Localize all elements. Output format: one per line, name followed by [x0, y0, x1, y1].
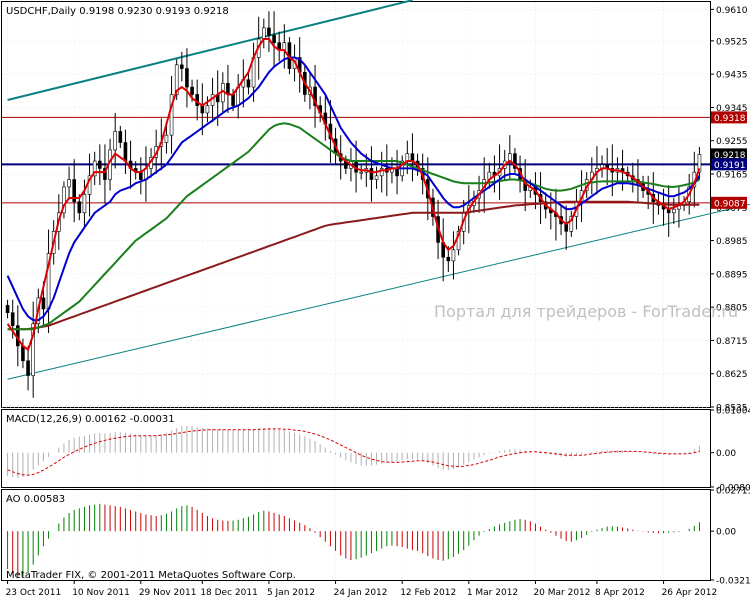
candle-body	[77, 201, 82, 214]
candle-body	[379, 168, 384, 177]
x-tick-label: 8 Apr 2012	[595, 588, 645, 598]
y-tick-label: 0.8535	[716, 404, 748, 414]
ao-label: AO 0.00583	[6, 494, 65, 505]
price-label: 0.9218	[714, 151, 746, 161]
candle-body	[369, 168, 374, 180]
y-tick-label: 0.8715	[716, 337, 748, 347]
candle-body	[451, 249, 456, 262]
candle-body	[103, 168, 107, 180]
price-label-box	[711, 111, 747, 124]
y-tick-label: 0.9610	[716, 6, 748, 16]
candle-body	[374, 175, 379, 180]
y-tick-label: 0.00	[716, 528, 736, 538]
x-tick-label: 10 Nov 2011	[72, 588, 130, 598]
candle-body	[282, 42, 287, 51]
x-tick-label: 29 Nov 2011	[139, 588, 197, 598]
macd-signal-line	[7, 428, 700, 476]
candle-body	[169, 94, 174, 136]
y-tick-label: 0.9435	[716, 71, 748, 81]
y-tick-label: 0.9345	[716, 104, 748, 114]
candle-body	[395, 168, 399, 177]
y-tick-label: 0.8805	[716, 304, 748, 314]
candle-body	[569, 216, 574, 232]
candle-body	[10, 312, 15, 326]
macd-label: MACD(12,26,9) 0.00162 -0.00031	[6, 414, 175, 425]
candle-body	[92, 160, 97, 177]
candle-body	[190, 86, 194, 95]
price-label: 0.9191	[714, 161, 746, 171]
candle-body	[697, 154, 702, 173]
y-tick-label: 0.9165	[716, 170, 748, 180]
x-tick-label: 12 Feb 2012	[400, 588, 456, 598]
candle-body	[174, 64, 179, 95]
candle-body	[82, 194, 87, 214]
candle-body	[446, 256, 451, 262]
chart-header: USDCHF,Daily 0.9198 0.9230 0.9193 0.9218	[6, 6, 229, 17]
candle-body	[410, 153, 415, 162]
candle-body	[672, 208, 676, 214]
candle-body	[67, 179, 71, 188]
candle-body	[231, 94, 235, 106]
y-tick-label: 0.9255	[716, 137, 748, 147]
candle-body	[139, 171, 143, 180]
candle-body	[21, 345, 25, 362]
ao-panel-frame	[1, 489, 711, 581]
y-tick-label: 0.8895	[716, 270, 748, 280]
candle-body	[72, 179, 76, 203]
candle-body	[185, 68, 189, 88]
x-tick-label: 18 Dec 2011	[200, 588, 258, 598]
x-tick-label: 23 Oct 2011	[6, 588, 62, 598]
candle-body	[205, 105, 210, 114]
candle-body	[62, 186, 66, 214]
watermark: Портал для трейдеров - ForTrader.ru	[434, 302, 738, 321]
candle-body	[267, 27, 271, 36]
ma-slow-green-line	[7, 122, 700, 331]
x-tick-label: 26 Apr 2012	[662, 588, 718, 598]
candle-body	[123, 142, 128, 162]
macd-panel-frame	[1, 409, 711, 488]
y-tick-label: 0.8625	[716, 370, 748, 380]
y-tick-label: -0.00808	[716, 484, 750, 494]
trend-line	[7, 0, 413, 101]
price-label: 0.9318	[714, 114, 746, 124]
candle-body	[513, 153, 517, 169]
ma-fast-red-line	[6, 38, 701, 352]
x-tick-label: 1 Mar 2012	[467, 588, 518, 598]
price-label-box	[711, 158, 747, 171]
y-tick-label: 0.00	[716, 449, 736, 459]
candle-body	[5, 304, 10, 313]
price-label-box	[711, 196, 747, 209]
candle-body	[26, 360, 30, 376]
price-label-box	[711, 148, 747, 161]
x-tick-label: 5 Jan 2012	[267, 588, 315, 598]
candle-body	[41, 297, 46, 310]
main-panel-frame	[1, 1, 711, 408]
candle-body	[118, 131, 123, 143]
candle-body	[272, 34, 276, 43]
ma-mid-blue-line	[6, 56, 701, 322]
x-tick-label: 24 Jan 2012	[334, 588, 388, 598]
candle-body	[180, 64, 184, 69]
candle-body	[359, 171, 363, 174]
candle-body	[405, 153, 410, 162]
candle-body	[113, 131, 117, 151]
y-tick-label: 0.01004	[716, 407, 750, 417]
price-label: 0.9087	[714, 199, 746, 209]
copyright: MetaTrader FIX, © 2001-2011 MetaQuotes S…	[6, 570, 296, 581]
x-tick-label: 20 Mar 2012	[533, 588, 590, 598]
y-tick-label: 0.8985	[716, 237, 748, 247]
candle-body	[98, 160, 102, 169]
y-tick-label: 0.9525	[716, 37, 748, 47]
candle-body	[31, 323, 35, 376]
candle-body	[246, 79, 251, 88]
trend-line	[7, 203, 750, 380]
y-tick-label: 0.02711	[716, 487, 750, 497]
candle-body	[262, 27, 266, 40]
y-tick-label: -0.03218	[716, 577, 750, 587]
candle-body	[164, 134, 169, 143]
